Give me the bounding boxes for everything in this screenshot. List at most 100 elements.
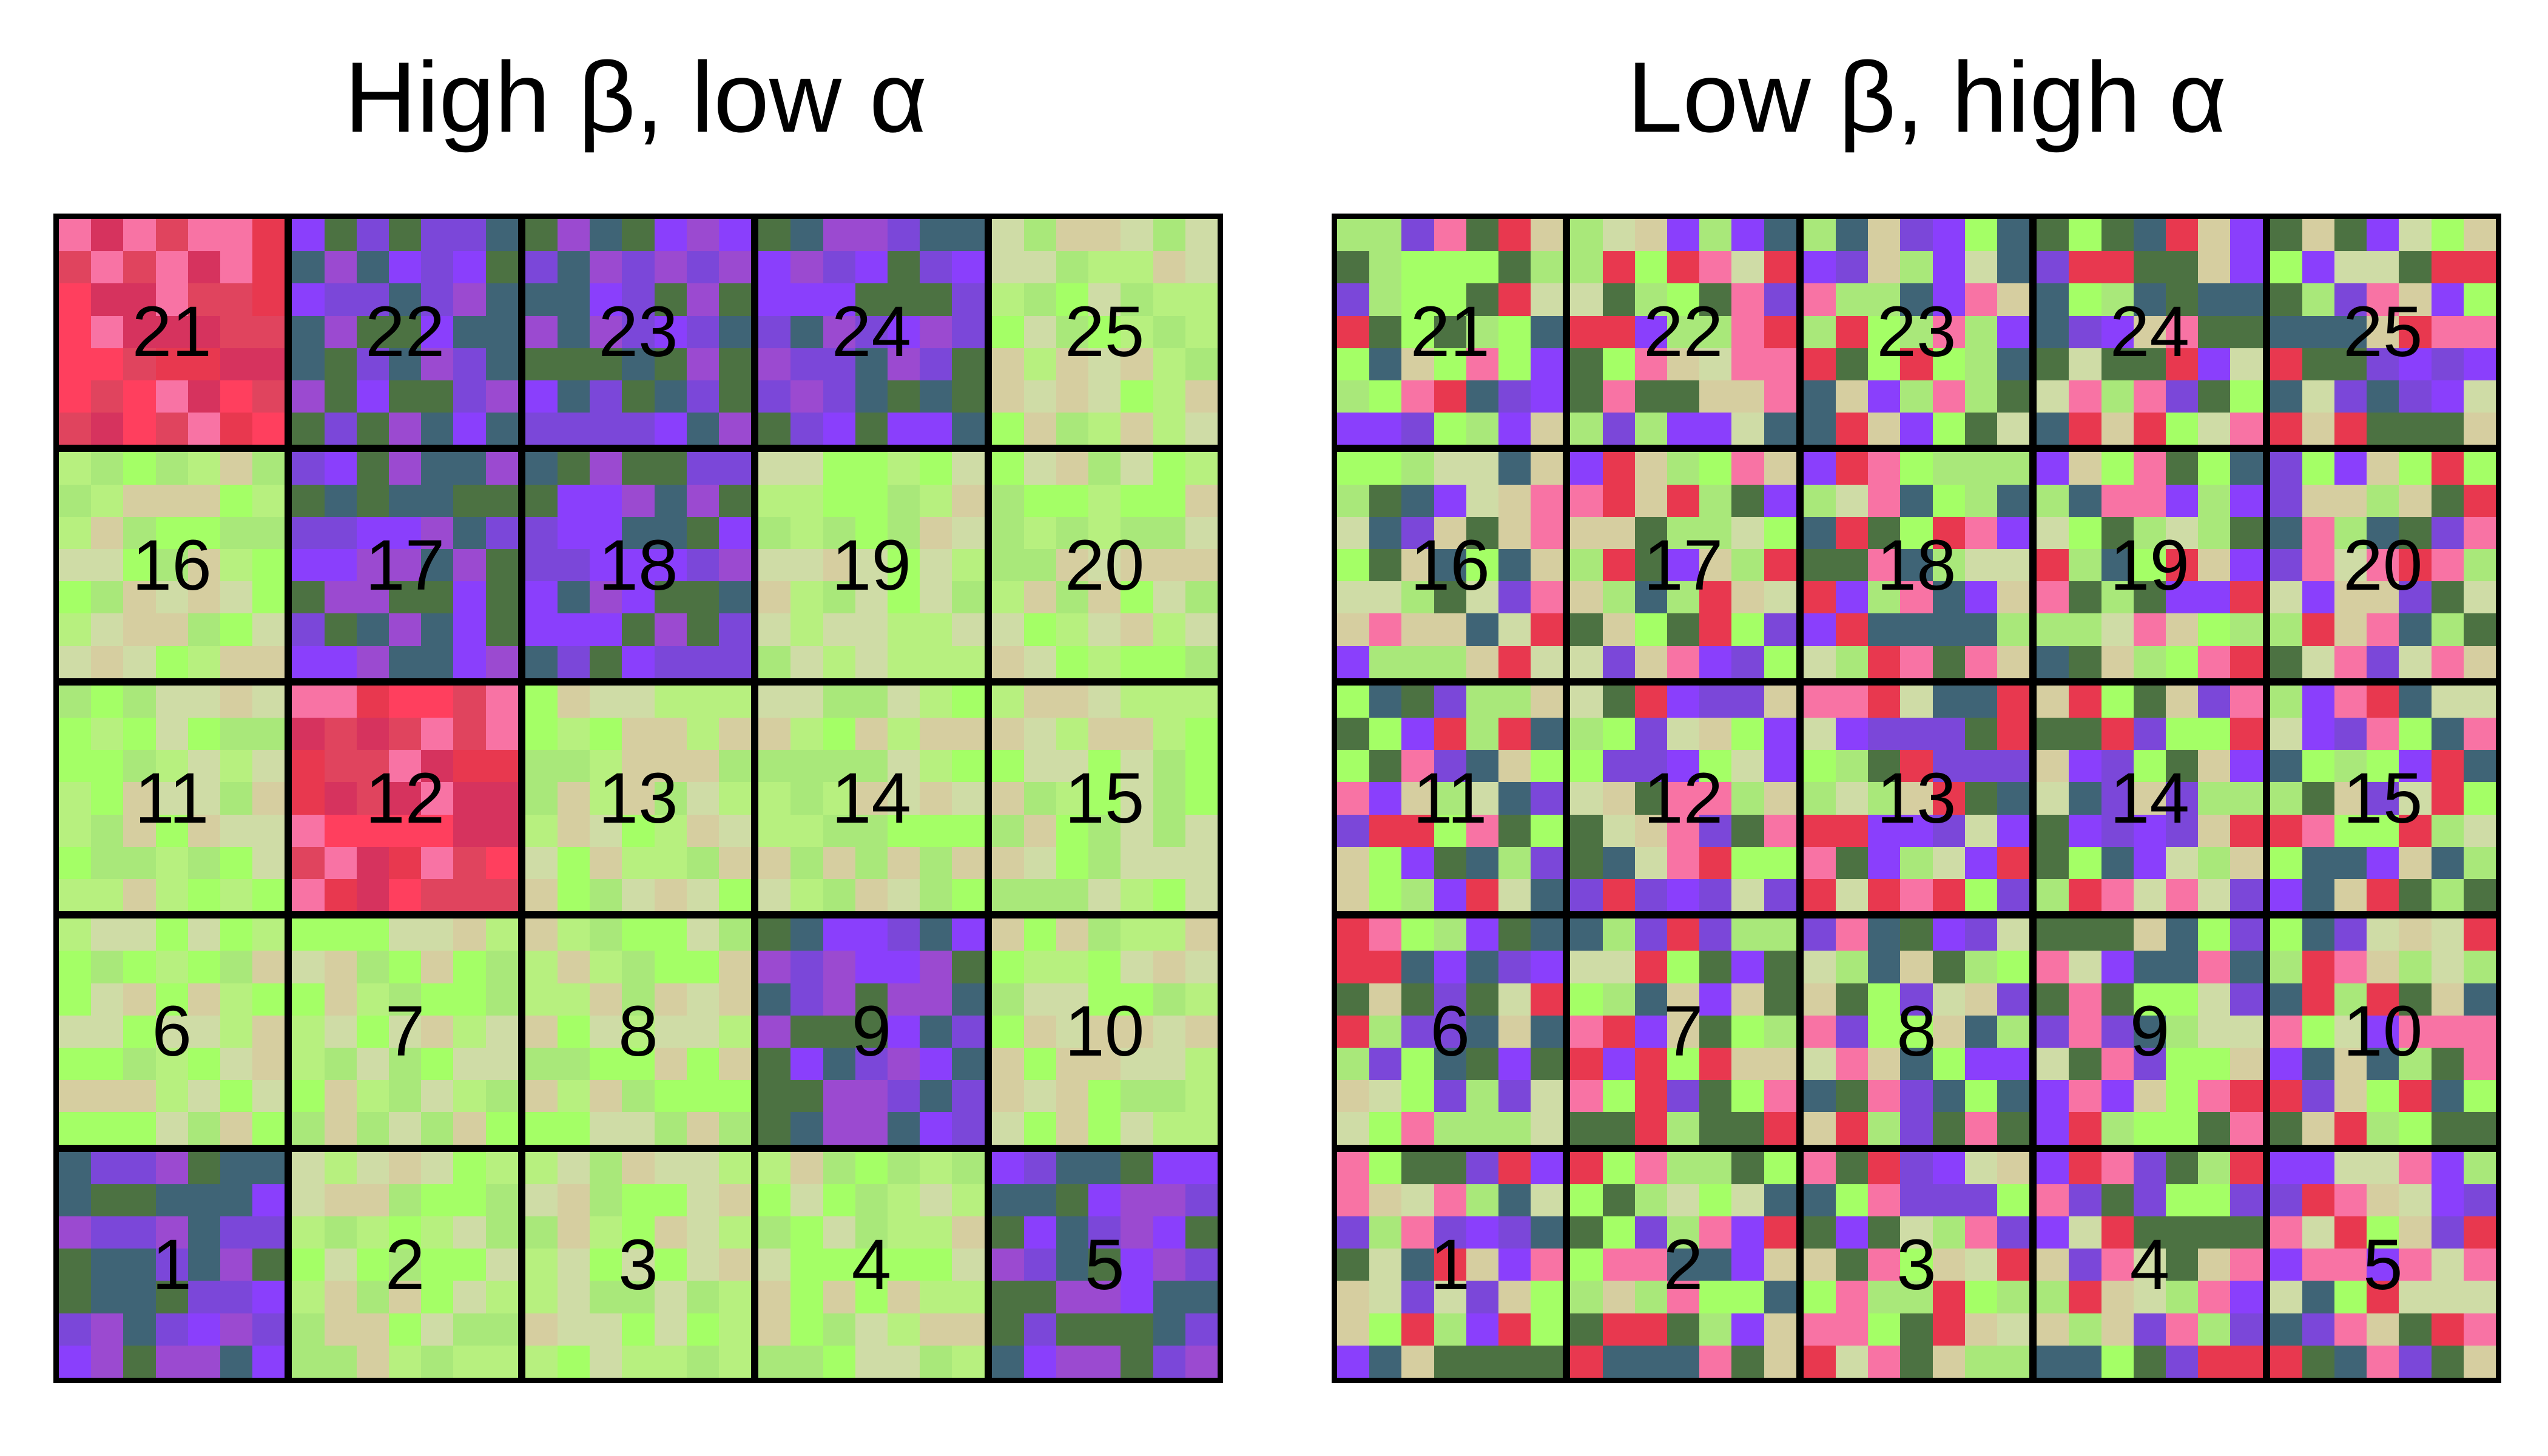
tile-cell: [292, 1151, 325, 1184]
tile-cell: [1803, 846, 1836, 879]
tile-cell: [1964, 581, 1997, 614]
tile-cell: [1121, 685, 1153, 718]
tile-cell: [887, 283, 920, 316]
tile-cell: [2463, 685, 2496, 718]
tile-cell: [887, 750, 920, 783]
tile-cell: [1731, 1345, 1764, 1378]
tile-cell: [2431, 717, 2464, 750]
tile-cell: [1764, 1281, 1796, 1313]
tile-cell: [252, 315, 285, 348]
tile-cell: [790, 219, 823, 252]
tile-cell: [59, 315, 92, 348]
tile-cell: [220, 315, 253, 348]
tile-cell: [991, 413, 1024, 445]
tile-cell: [356, 452, 389, 485]
tile-cell: [1699, 645, 1732, 678]
tile-cell: [823, 219, 855, 252]
tile-block: 21: [1337, 219, 1563, 445]
tile-cell: [1570, 484, 1603, 517]
tile-cell: [1997, 750, 2030, 783]
tile-cell: [485, 782, 518, 815]
tile-cell: [1088, 1184, 1121, 1216]
tile-cell: [1088, 1047, 1121, 1080]
tile-cell: [1835, 846, 1869, 879]
tile-cell: [1337, 951, 1370, 983]
tile-cell: [2198, 645, 2231, 678]
tile-cell: [686, 645, 719, 678]
tile-cell: [59, 1216, 92, 1249]
tile-cell: [1185, 1184, 1218, 1216]
tile-cell: [2069, 1313, 2101, 1346]
tile-cell: [920, 348, 952, 380]
tile-cell: [1337, 1313, 1370, 1346]
tile-cell: [1337, 283, 1370, 316]
tile-cell: [525, 1184, 558, 1216]
tile-cell: [1121, 1047, 1153, 1080]
tile-cell: [1121, 380, 1153, 413]
tile-cell: [855, 1216, 888, 1249]
tile-cell: [1764, 685, 1796, 718]
tile-cell: [2198, 581, 2231, 614]
tile-cell: [1932, 251, 1965, 284]
tile-cell: [155, 1313, 188, 1346]
tile-cell: [1764, 1080, 1796, 1113]
tile-cell: [1337, 380, 1370, 413]
tile-cell: [252, 548, 285, 582]
tile-cell: [622, 717, 655, 750]
tile-cell: [654, 452, 687, 485]
tile-cell: [356, 1249, 389, 1281]
tile-cell: [1731, 1112, 1764, 1145]
tile-cell: [622, 1015, 655, 1048]
tile-cell: [1121, 1216, 1153, 1249]
tile-cell: [388, 452, 422, 485]
tile-cell: [1667, 983, 1700, 1016]
tile-cell: [590, 348, 622, 380]
tile-cell: [1835, 484, 1869, 517]
tile-cell: [2230, 452, 2263, 485]
tile-cell: [1602, 315, 1635, 348]
tile-block: 4: [758, 1151, 985, 1378]
tile-cell: [686, 251, 719, 284]
tile-cell: [2431, 645, 2464, 678]
tile-cell: [356, 484, 389, 517]
tile-cell: [2431, 1015, 2464, 1048]
tile-cell: [2230, 516, 2263, 549]
tile-cell: [1699, 251, 1732, 284]
tile-cell: [2302, 413, 2334, 445]
tile-cell: [155, 951, 188, 983]
tile-cell: [2399, 484, 2432, 517]
tile-cell: [622, 283, 655, 316]
tile-cell: [421, 1047, 454, 1080]
tile-cell: [1121, 918, 1153, 951]
tile-cell: [292, 516, 325, 549]
tile-cell: [292, 782, 325, 815]
tile-cell: [2101, 413, 2134, 445]
tile-cell: [1835, 814, 1869, 847]
tile-cell: [2101, 581, 2134, 614]
tile-cell: [123, 516, 156, 549]
tile-cell: [718, 516, 752, 549]
tile-cell: [1121, 251, 1153, 284]
tile-cell: [1731, 782, 1764, 815]
tile-cell: [1868, 1047, 1901, 1080]
tile-cell: [991, 645, 1024, 678]
tile-cell: [2101, 613, 2134, 646]
tile-cell: [1997, 983, 2030, 1016]
tile-cell: [2270, 219, 2302, 252]
tile-cell: [1121, 1313, 1153, 1346]
tile-cell: [991, 348, 1024, 380]
tile-cell: [485, 516, 518, 549]
tile-cell: [1531, 1151, 1563, 1184]
tile-cell: [59, 581, 92, 614]
tile-cell: [356, 846, 389, 879]
tile-cell: [1868, 348, 1901, 380]
tile-cell: [2198, 782, 2231, 815]
tile-cell: [1466, 548, 1498, 582]
tile-cell: [855, 951, 888, 983]
tile-cell: [2198, 1281, 2231, 1313]
tile-cell: [91, 452, 124, 485]
tile-cell: [1900, 645, 1933, 678]
tile-cell: [2037, 750, 2069, 783]
tile-cell: [1531, 613, 1563, 646]
tile-cell: [855, 548, 888, 582]
